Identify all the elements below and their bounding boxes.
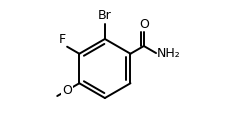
Text: O: O (62, 84, 72, 97)
Text: NH₂: NH₂ (157, 47, 181, 60)
Text: O: O (139, 18, 149, 31)
Text: F: F (59, 33, 66, 46)
Text: Br: Br (98, 9, 112, 22)
